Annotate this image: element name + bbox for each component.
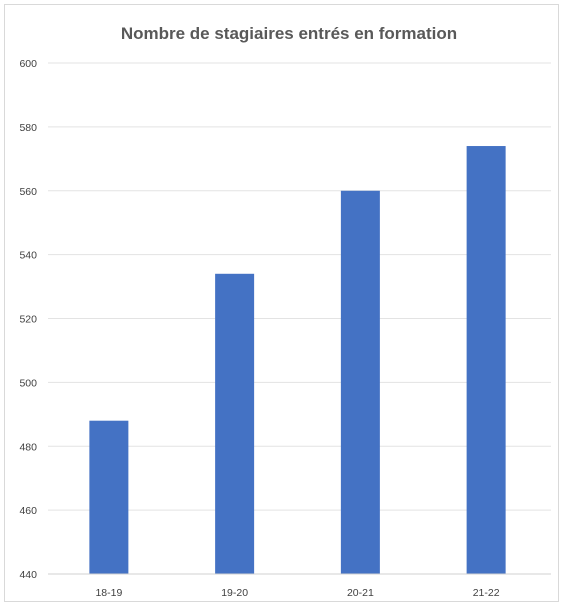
x-tick-label: 18-19	[95, 587, 122, 599]
x-tick-label: 21-22	[473, 587, 500, 599]
y-tick-label: 440	[19, 569, 37, 581]
bars	[89, 146, 506, 574]
y-tick-label: 600	[19, 58, 37, 70]
y-axis-tick-labels: 440 460 480 500 520 540 560 580 600	[19, 58, 37, 581]
y-tick-label: 480	[19, 441, 37, 453]
bar-20-21	[340, 190, 380, 574]
chart-title: Nombre de stagiaires entrés en formation	[121, 24, 457, 43]
bar-19-20	[215, 273, 255, 574]
x-tick-label: 19-20	[221, 587, 248, 599]
y-tick-label: 560	[19, 186, 37, 198]
y-tick-label: 520	[19, 314, 37, 326]
x-axis-tick-labels: 18-19 19-20 20-21 21-22	[95, 587, 499, 599]
y-tick-label: 540	[19, 250, 37, 262]
y-tick-label: 580	[19, 122, 37, 134]
bar-18-19	[89, 420, 129, 574]
y-tick-label: 460	[19, 505, 37, 517]
bar-21-22	[466, 146, 506, 574]
x-tick-label: 20-21	[347, 587, 374, 599]
y-tick-label: 500	[19, 377, 37, 389]
